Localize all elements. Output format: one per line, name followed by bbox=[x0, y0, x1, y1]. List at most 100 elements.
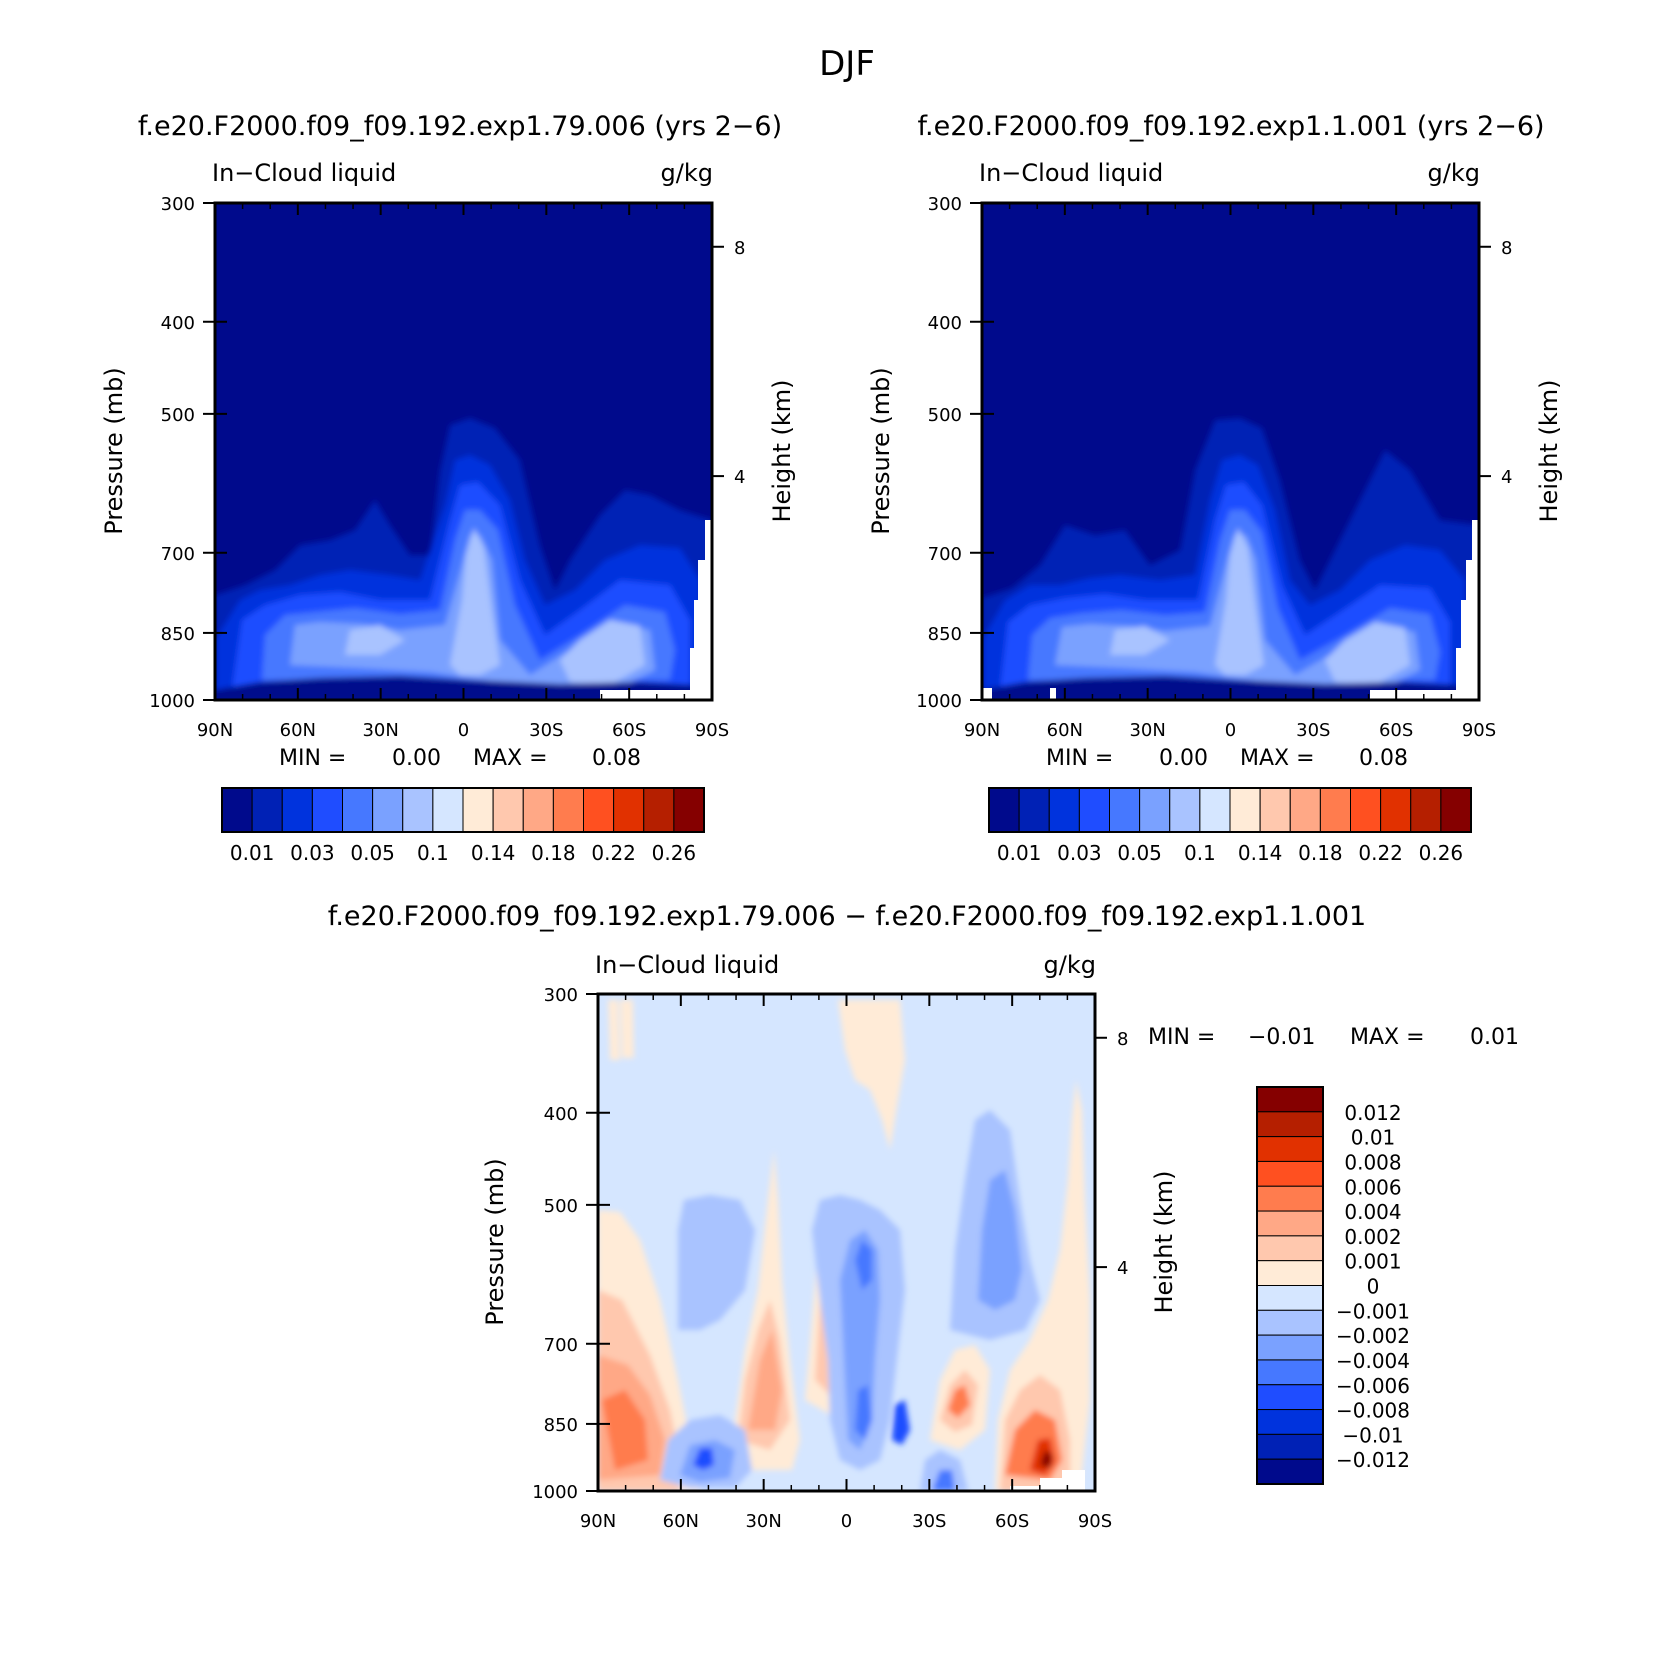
panel-1: f.e20.F2000.f09_f09.192.exp1.79.006 (yrs… bbox=[100, 111, 796, 865]
y-tick-label: 400 bbox=[928, 313, 962, 334]
colorbar-swatch bbox=[1256, 1433, 1324, 1460]
panel-2-y2label: Height (km) bbox=[1535, 380, 1563, 523]
colorbar-label: 0.1 bbox=[417, 841, 449, 865]
y-tick-label: 1000 bbox=[149, 691, 195, 712]
colorbar-label: 0.03 bbox=[290, 841, 335, 865]
y-tick-label: 1000 bbox=[916, 691, 962, 712]
x-tick-label: 90N bbox=[580, 1511, 616, 1532]
y-tick-label: 700 bbox=[161, 544, 195, 565]
panel-3-y2label: Height (km) bbox=[1150, 1171, 1178, 1314]
panel-3-positive-4 bbox=[602, 1390, 648, 1470]
panel-3-ylabel: Pressure (mb) bbox=[481, 1158, 509, 1325]
panel-3: f.e20.F2000.f09_f09.192.exp1.79.006 − f.… bbox=[328, 901, 1519, 1532]
y-tick-label: 850 bbox=[928, 624, 962, 645]
panel-3-field bbox=[598, 994, 1095, 1491]
colorbar-label: 0.18 bbox=[1298, 841, 1343, 865]
panel-1-min-value: 0.00 bbox=[392, 746, 441, 771]
colorbar-swatch bbox=[1256, 1309, 1324, 1336]
panel-1-ylabel: Pressure (mb) bbox=[100, 367, 128, 534]
colorbar-swatch bbox=[432, 787, 464, 833]
colorbar-label: −0.008 bbox=[1336, 1399, 1410, 1423]
colorbar-label: −0.004 bbox=[1336, 1349, 1410, 1373]
colorbar-swatch bbox=[281, 787, 313, 833]
colorbar-swatch bbox=[1169, 787, 1201, 833]
x-tick-label: 0 bbox=[1225, 720, 1236, 741]
y-tick-label: 300 bbox=[544, 985, 578, 1006]
colorbar-label: −0.001 bbox=[1336, 1299, 1410, 1323]
panel-3-negative-12 bbox=[932, 1470, 955, 1491]
x-tick-label: 30N bbox=[745, 1511, 781, 1532]
y-tick-label: 700 bbox=[544, 1335, 578, 1356]
panel-1-max-label: MAX = bbox=[473, 746, 548, 771]
panel-1-missing-data bbox=[600, 520, 712, 700]
x-tick-label: 60N bbox=[1047, 720, 1083, 741]
colorbar-label: 0.1 bbox=[1184, 841, 1216, 865]
panel-3-negative-4 bbox=[693, 1448, 714, 1470]
colorbar-swatch bbox=[1259, 787, 1291, 833]
panel-1-variable-label: In−Cloud liquid bbox=[212, 159, 396, 187]
panel-3-max-value: 0.01 bbox=[1470, 1025, 1519, 1050]
x-tick-label: 30N bbox=[1129, 720, 1165, 741]
colorbar-label: 0.001 bbox=[1344, 1250, 1401, 1274]
x-tick-label: 60S bbox=[995, 1511, 1029, 1532]
colorbar-swatch bbox=[1350, 787, 1382, 833]
panel-1-y2label: Height (km) bbox=[768, 380, 796, 523]
colorbar-swatch bbox=[1256, 1359, 1324, 1386]
y2-tick-label: 8 bbox=[1117, 1029, 1128, 1050]
colorbar-label: 0.01 bbox=[1351, 1126, 1396, 1150]
y2-tick-label: 8 bbox=[1501, 238, 1512, 259]
y-tick-label: 700 bbox=[928, 544, 962, 565]
panel-3-missing-data bbox=[1010, 1470, 1085, 1491]
colorbar-swatch bbox=[1256, 1458, 1324, 1485]
panel-2-field bbox=[982, 203, 1479, 700]
panel-3-negative-6 bbox=[840, 1230, 880, 1450]
panel-2-title: f.e20.F2000.f09_f09.192.exp1.1.001 (yrs … bbox=[917, 111, 1544, 142]
x-tick-label: 60S bbox=[612, 720, 646, 741]
x-tick-label: 90S bbox=[695, 720, 729, 741]
y2-tick-label: 4 bbox=[1117, 1258, 1128, 1279]
panel-3-positive-20 bbox=[1040, 1450, 1052, 1468]
x-tick-label: 60N bbox=[663, 1511, 699, 1532]
panel-3-variable-label: In−Cloud liquid bbox=[595, 951, 779, 979]
panel-3-units: g/kg bbox=[1044, 951, 1096, 979]
colorbar-label: 0.18 bbox=[531, 841, 576, 865]
colorbar-label: 0 bbox=[1367, 1275, 1380, 1299]
colorbar-swatch bbox=[522, 787, 554, 833]
y2-tick-label: 4 bbox=[734, 467, 745, 488]
colorbar-swatch bbox=[1256, 1136, 1324, 1162]
panel-3-negative-1 bbox=[678, 1195, 755, 1330]
x-tick-label: 0 bbox=[458, 720, 469, 741]
colorbar-label: −0.01 bbox=[1342, 1423, 1403, 1447]
panel-3-axes: 90N 60N 30N 0 30S 60S 90S 300 400 500 700 850 1000 8 4 bbox=[532, 985, 1128, 1532]
y-tick-label: 300 bbox=[928, 194, 962, 215]
panel-3-positive-16 bbox=[995, 1080, 1090, 1491]
x-tick-label: 30N bbox=[362, 720, 398, 741]
colorbar-label: 0.01 bbox=[230, 841, 275, 865]
colorbar-swatch bbox=[1078, 787, 1110, 833]
y2-tick-label: 4 bbox=[1501, 467, 1512, 488]
x-tick-label: 0 bbox=[841, 1511, 852, 1532]
panel-2-axes: 90N 60N 30N 0 30S 60S 90S 300 400 500 700 850 1000 8 4 bbox=[916, 194, 1512, 741]
colorbar-label: −0.006 bbox=[1336, 1374, 1410, 1398]
colorbar-swatch bbox=[1229, 787, 1261, 833]
panel-2-max-value: 0.08 bbox=[1359, 746, 1408, 771]
colorbar-label: 0.22 bbox=[1358, 841, 1403, 865]
panel-3-positive-8 bbox=[748, 1330, 782, 1430]
colorbar-frame bbox=[988, 787, 1472, 833]
colorbar-swatch bbox=[1256, 1160, 1324, 1187]
x-tick-label: 90N bbox=[197, 720, 233, 741]
panel-1-colorbar: 0.01 0.03 0.05 0.1 0.14 0.18 0.22 0.26 bbox=[221, 787, 705, 865]
colorbar-label: 0.008 bbox=[1344, 1150, 1401, 1174]
colorbar-swatch bbox=[583, 787, 615, 833]
colorbar-swatch bbox=[1199, 787, 1231, 833]
colorbar-label: 0.26 bbox=[1419, 841, 1464, 865]
colorbar-label: 0.26 bbox=[652, 841, 697, 865]
colorbar-label: 0.14 bbox=[471, 841, 516, 865]
panel-2-min-value: 0.00 bbox=[1159, 746, 1208, 771]
colorbar-frame bbox=[1256, 1086, 1324, 1485]
panel-1-contour-6 bbox=[345, 528, 645, 685]
panel-3-min-value: −0.01 bbox=[1248, 1025, 1315, 1050]
panel-3-positive-11 bbox=[838, 1000, 905, 1150]
colorbar-swatch bbox=[1256, 1210, 1324, 1237]
colorbar-swatch bbox=[1139, 787, 1171, 833]
